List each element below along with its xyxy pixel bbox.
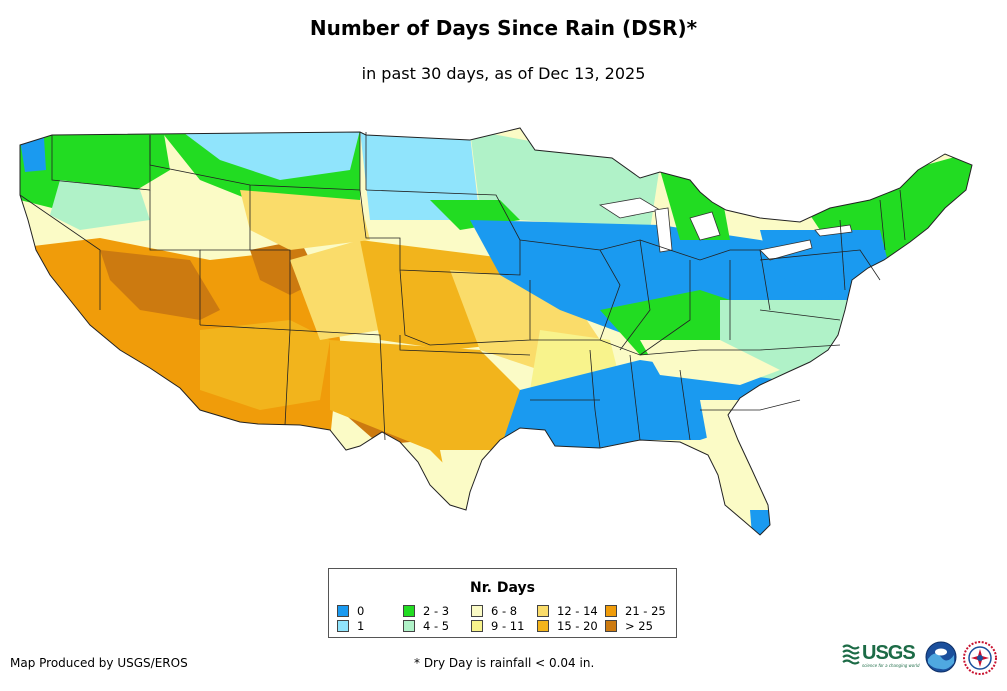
- dsr-regions: [20, 128, 972, 535]
- legend-label: 4 - 5: [423, 618, 450, 633]
- dry-day-footnote: * Dry Day is rainfall < 0.04 in.: [414, 656, 595, 670]
- legend-swatch: [537, 604, 549, 617]
- great-lakes: [598, 197, 853, 261]
- legend-label: 12 - 14: [557, 603, 598, 618]
- legend-swatch: [471, 619, 483, 632]
- legend-label: 15 - 20: [557, 618, 598, 633]
- region-gt25-nevada: [100, 250, 220, 320]
- region-1-montana: [180, 130, 360, 180]
- legend-item-1: 1: [337, 618, 403, 633]
- us-dsr-map: [19, 127, 973, 536]
- legend-swatch: [537, 619, 549, 632]
- nws-logo-icon: [963, 641, 997, 675]
- region-0-washington: [20, 138, 46, 172]
- state-borders: [19, 132, 906, 449]
- legend-item-21-25: 21 - 25: [605, 603, 671, 618]
- region-15-20-southwest: [200, 320, 330, 410]
- region-6-8-tennessee: [640, 340, 780, 385]
- legend-swatch: [605, 619, 617, 632]
- legend-label: 21 - 25: [625, 603, 666, 618]
- legend-item-6-8: 6 - 8: [471, 603, 537, 618]
- noaa-logo-icon: [925, 641, 957, 673]
- map-title: Number of Days Since Rain (DSR)*: [309, 16, 698, 40]
- legend-item-0: 0: [337, 603, 403, 618]
- region-4-5-oregon: [50, 180, 150, 230]
- legend-label: 6 - 8: [491, 603, 518, 618]
- legend-label: > 25: [625, 618, 653, 633]
- usgs-tagline: science for a changing world: [862, 663, 920, 668]
- legend-swatch: [403, 604, 415, 617]
- legend-item-9-11: 9 - 11: [471, 618, 537, 633]
- legend-swatch: [403, 619, 415, 632]
- legend-label: 0: [357, 603, 365, 618]
- legend-label: 1: [357, 618, 365, 633]
- region-1-dakotas: [360, 130, 480, 220]
- legend-title: Nr. Days: [470, 580, 535, 596]
- usgs-wave-icon: [842, 644, 860, 665]
- us-outline: [19, 127, 973, 536]
- legend-label: 2 - 3: [423, 603, 450, 618]
- legend-grid: 0 1 2 - 3 4 - 5 6 - 8 9 - 11 12 - 14 15: [337, 603, 671, 633]
- usgs-logo: USGS science for a changing world: [842, 642, 920, 669]
- legend-swatch: [605, 604, 617, 617]
- legend-swatch: [337, 619, 349, 632]
- legend-item-2-3: 2 - 3: [403, 603, 471, 618]
- legend-swatch: [337, 604, 349, 617]
- producer-credit: Map Produced by USGS/EROS: [10, 656, 188, 670]
- legend-item-4-5: 4 - 5: [403, 618, 471, 633]
- map-subtitle: in past 30 days, as of Dec 13, 2025: [361, 64, 646, 83]
- legend-item-12-14: 12 - 14: [537, 603, 605, 618]
- usgs-wordmark: USGS: [862, 642, 916, 664]
- legend-item-15-20: 15 - 20: [537, 618, 605, 633]
- legend-swatch: [471, 604, 483, 617]
- region-12-14-wyoming: [240, 190, 370, 250]
- legend: Nr. Days 0 1 2 - 3 4 - 5 6 - 8 9 - 11 12: [328, 568, 677, 638]
- legend-item-gt25: > 25: [605, 618, 671, 633]
- legend-label: 9 - 11: [491, 618, 525, 633]
- region-0-florida-tip: [750, 510, 775, 535]
